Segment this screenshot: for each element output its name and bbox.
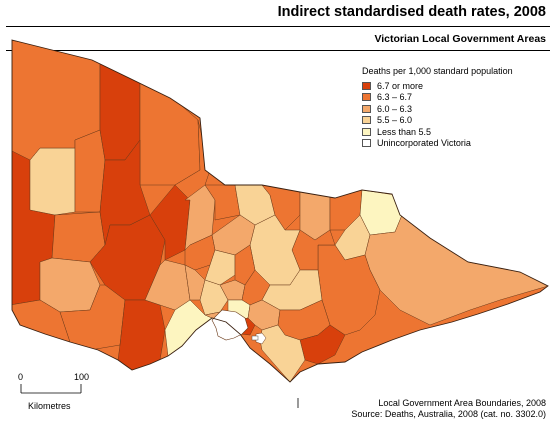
- map-title: Indirect standardised death rates, 2008: [277, 4, 546, 20]
- unincorporated-area: [251, 335, 259, 341]
- legend-item: 6.0 – 6.3: [362, 103, 513, 114]
- lga-region: [39, 257, 101, 313]
- legend-swatch: [362, 81, 371, 90]
- legend-label: 6.3 – 6.7: [377, 92, 413, 102]
- scale-bar: 0 100 Kilometres: [14, 372, 104, 412]
- legend-label: 6.0 – 6.3: [377, 103, 413, 114]
- scale-bar-graphic: [20, 384, 82, 394]
- lga-region: [184, 234, 216, 271]
- source-credit: Source: Deaths, Australia, 2008 (cat. no…: [351, 409, 546, 419]
- legend-item: 6.3 – 6.7: [362, 92, 513, 103]
- lga-region: [117, 299, 166, 373]
- legend-swatch: [362, 116, 371, 124]
- map-credits: Local Government Area Boundaries, 2008 S…: [351, 398, 546, 420]
- lga-regions: [12, 40, 548, 382]
- legend-swatch: [362, 93, 371, 101]
- lga-region: [299, 324, 346, 365]
- lga-region: [299, 189, 331, 241]
- westernport-island: [255, 332, 267, 345]
- legend-label: Unincorporated Victoria: [377, 138, 471, 148]
- legend-label: 5.5 – 6.0: [377, 115, 413, 125]
- legend-item: Less than 5.5: [362, 126, 513, 137]
- legend-item: 6.7 or more: [362, 80, 513, 91]
- scale-start-label: 0: [18, 372, 24, 382]
- scale-end-label: 100: [74, 372, 90, 382]
- legend-label: Less than 5.5: [377, 126, 432, 137]
- lga-region: [139, 77, 201, 186]
- legend-swatch: [362, 127, 371, 136]
- legend-swatch: [362, 104, 371, 113]
- legend-swatch: [362, 139, 371, 147]
- lga-region: [364, 214, 548, 326]
- legend-item: Unincorporated Victoria: [362, 138, 513, 149]
- lga-region: [29, 147, 76, 216]
- map-subtitle: Victorian Local Government Areas: [374, 33, 546, 45]
- title-rule: [6, 26, 550, 27]
- subtitle-rule: [6, 50, 550, 51]
- legend-title: Deaths per 1,000 standard population: [362, 66, 513, 76]
- legend-label: 6.7 or more: [377, 80, 424, 91]
- lga-region: [259, 324, 306, 382]
- map-legend: Deaths per 1,000 standard population 6.7…: [362, 66, 513, 149]
- legend-item: 5.5 – 6.0: [362, 115, 513, 126]
- lga-region: [74, 129, 106, 213]
- boundaries-credit: Local Government Area Boundaries, 2008: [378, 398, 546, 408]
- scale-unit-label: Kilometres: [28, 401, 71, 411]
